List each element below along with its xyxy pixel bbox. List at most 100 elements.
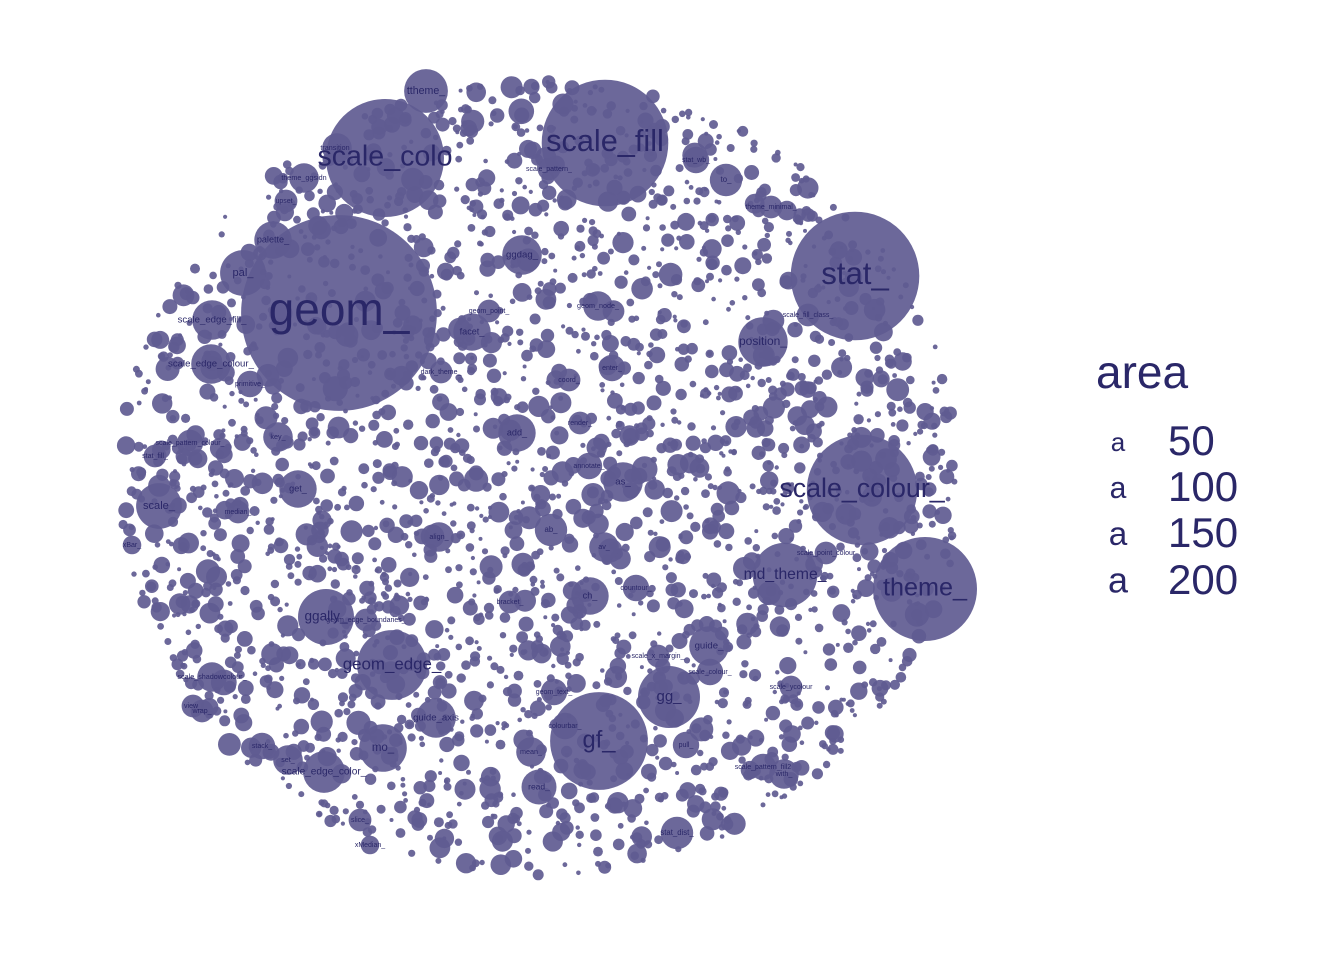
- small-bubble: [701, 593, 707, 600]
- small-bubble: [530, 81, 540, 91]
- small-bubble: [760, 471, 779, 490]
- small-bubble: [519, 139, 537, 158]
- small-bubble: [516, 509, 521, 514]
- small-bubble: [775, 670, 780, 675]
- small-bubble: [670, 582, 686, 598]
- small-bubble: [270, 496, 278, 504]
- small-bubble: [628, 631, 637, 640]
- small-bubble: [479, 513, 484, 519]
- small-bubble: [800, 400, 819, 419]
- small-bubble: [491, 472, 506, 487]
- small-bubble: [599, 382, 606, 388]
- small-bubble: [876, 686, 882, 692]
- small-bubble: [580, 442, 586, 448]
- small-bubble: [590, 813, 600, 822]
- small-bubble: [186, 290, 200, 305]
- small-bubble: [690, 521, 701, 533]
- small-bubble: [676, 294, 683, 301]
- small-bubble: [382, 520, 390, 528]
- bubble-read: [521, 769, 557, 805]
- bubble-geom-text: [540, 678, 568, 706]
- small-bubble: [240, 429, 248, 437]
- small-bubble: [886, 401, 896, 411]
- small-bubble: [384, 584, 393, 592]
- small-bubble: [514, 107, 530, 123]
- bubble-palette: [254, 221, 292, 259]
- small-bubble: [518, 616, 534, 632]
- small-bubble: [253, 397, 258, 402]
- small-bubble: [831, 356, 853, 378]
- small-bubble: [725, 440, 729, 445]
- bubble-label: annotate_: [573, 463, 604, 470]
- small-bubble: [380, 404, 397, 421]
- small-bubble: [284, 602, 289, 607]
- small-bubble: [483, 602, 495, 614]
- small-bubble: [474, 393, 486, 406]
- small-bubble: [756, 488, 762, 495]
- small-bubble: [561, 324, 566, 329]
- small-bubble: [179, 572, 196, 589]
- small-bubble: [515, 177, 523, 185]
- small-bubble: [700, 117, 705, 122]
- small-bubble: [190, 639, 200, 649]
- bubble-geom-edge: [357, 630, 427, 700]
- small-bubble: [376, 804, 386, 814]
- small-bubble: [725, 225, 732, 232]
- small-bubble: [118, 519, 128, 530]
- small-bubble: [433, 817, 444, 828]
- small-bubble: [311, 521, 329, 540]
- small-bubble: [575, 830, 584, 839]
- small-bubble: [678, 533, 683, 538]
- small-bubble: [560, 606, 579, 624]
- small-bubble: [403, 223, 412, 232]
- bubble-annotate: [575, 452, 603, 480]
- small-bubble: [654, 374, 664, 384]
- small-bubble: [293, 718, 310, 735]
- small-bubble: [757, 378, 766, 388]
- small-bubble: [413, 435, 429, 451]
- small-bubble: [240, 694, 251, 704]
- bubble-ggdag: [502, 235, 542, 275]
- small-bubble: [707, 483, 714, 490]
- small-bubble: [308, 658, 320, 670]
- small-bubble: [916, 403, 934, 421]
- bubble-label: ab_: [544, 525, 558, 534]
- small-bubble: [802, 505, 808, 510]
- small-bubble: [732, 578, 739, 585]
- small-bubble: [670, 220, 680, 230]
- small-bubble: [638, 600, 644, 606]
- small-bubble: [409, 481, 429, 500]
- bubble-gf: [550, 692, 648, 790]
- small-bubble: [828, 587, 836, 595]
- small-bubble: [403, 419, 414, 430]
- small-bubble: [686, 115, 691, 120]
- small-bubble: [470, 724, 484, 738]
- small-bubble: [864, 574, 872, 582]
- small-bubble: [749, 415, 763, 429]
- small-bubble: [528, 202, 543, 217]
- small-bubble: [394, 441, 400, 448]
- bubble-label: gf_: [583, 727, 617, 753]
- small-bubble: [496, 665, 505, 674]
- small-bubble: [469, 568, 477, 576]
- small-bubble: [464, 690, 484, 711]
- small-bubble: [207, 596, 224, 613]
- small-bubble: [513, 670, 524, 681]
- bubble-key: [263, 422, 293, 452]
- bubble-stat: [790, 211, 920, 341]
- small-bubble: [419, 793, 435, 809]
- small-bubble: [268, 657, 284, 673]
- small-bubble: [358, 425, 366, 432]
- bubble-guide: [689, 626, 729, 666]
- small-bubble: [682, 129, 694, 140]
- small-bubble: [235, 714, 253, 732]
- bubble-label: scale_pattern_fill2: [735, 764, 792, 771]
- small-bubble: [484, 611, 494, 620]
- small-bubble: [623, 686, 632, 696]
- small-bubble: [424, 770, 437, 783]
- small-bubble: [820, 571, 829, 580]
- bubble-label: position_: [739, 334, 787, 348]
- small-bubble: [861, 548, 869, 555]
- small-bubble: [552, 624, 563, 636]
- small-bubble: [947, 527, 954, 534]
